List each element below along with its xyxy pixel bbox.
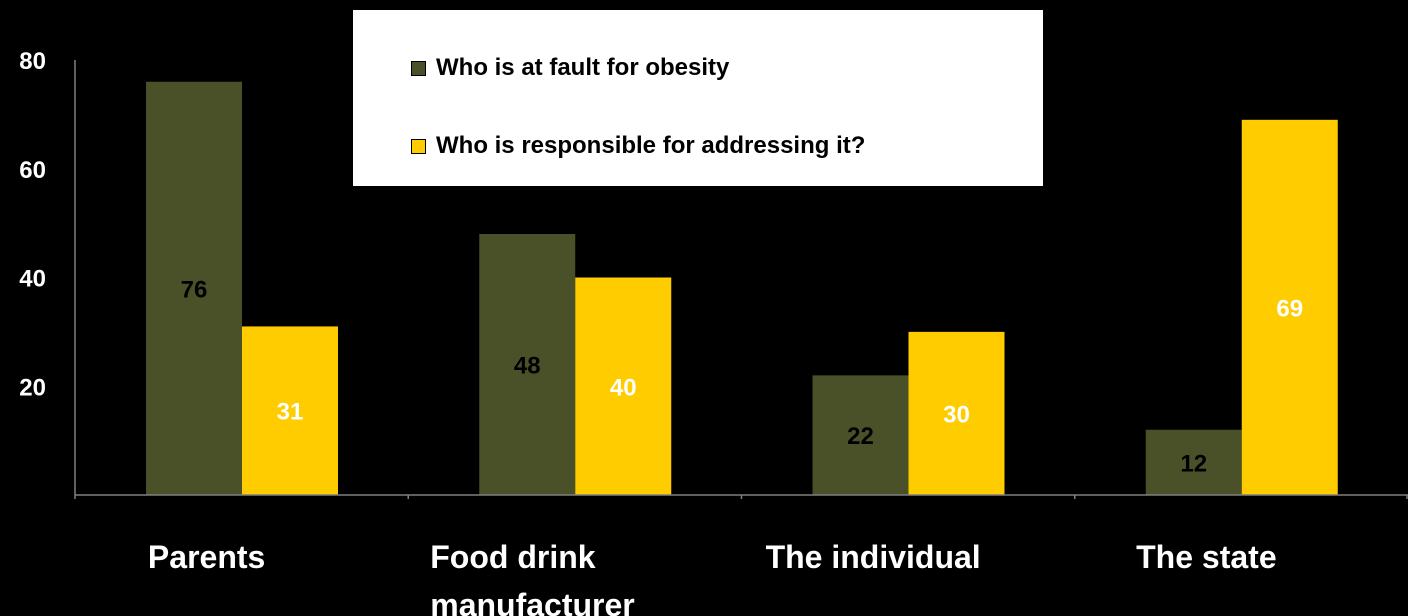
bar [1145,429,1242,495]
bar [146,81,242,495]
axes [74,60,1408,499]
bar-value-label: 31 [277,399,304,426]
legend: Who is at fault for obesity Who is respo… [353,10,1043,186]
x-category-label: manufacturer [430,587,635,616]
bar [908,331,1005,495]
bar-value-label: 30 [943,401,970,428]
y-axis-tick-labels: 20 40 60 80 [19,48,46,401]
bar-value-labels: 76 31 48 40 22 30 12 69 [181,276,1303,477]
bar-value-label: 12 [1180,450,1207,477]
x-axis-category-labels: Parents Food drink manufacturer The individ… [148,539,1277,616]
bar [242,326,338,495]
bar-value-label: 48 [514,353,541,380]
bar [812,375,909,495]
legend-item-fault: Who is at fault for obesity [411,54,729,82]
bar-value-label: 69 [1276,295,1303,322]
bar-value-label: 40 [610,374,637,401]
legend-label-responsible: Who is responsible for addressing it? [436,132,866,159]
legend-label-fault: Who is at fault for obesity [436,54,730,81]
x-category-label: The state [1136,539,1276,575]
legend-swatch-responsible [411,138,426,154]
y-tick-label: 60 [19,157,46,184]
bar-value-label: 22 [847,423,874,450]
y-tick-label: 40 [19,266,46,293]
bar [1241,119,1338,495]
legend-item-responsible: Who is responsible for addressing it? [411,132,865,160]
bar-value-label: 76 [181,276,208,303]
x-category-label: Food drink [430,539,596,575]
y-tick-label: 20 [19,374,46,401]
y-tick-label: 80 [19,48,46,75]
bar [479,234,576,495]
bar [575,277,672,495]
x-category-label: The individual [766,539,981,575]
legend-swatch-fault [411,60,426,76]
x-category-label: Parents [148,539,265,575]
bars [146,81,1338,495]
